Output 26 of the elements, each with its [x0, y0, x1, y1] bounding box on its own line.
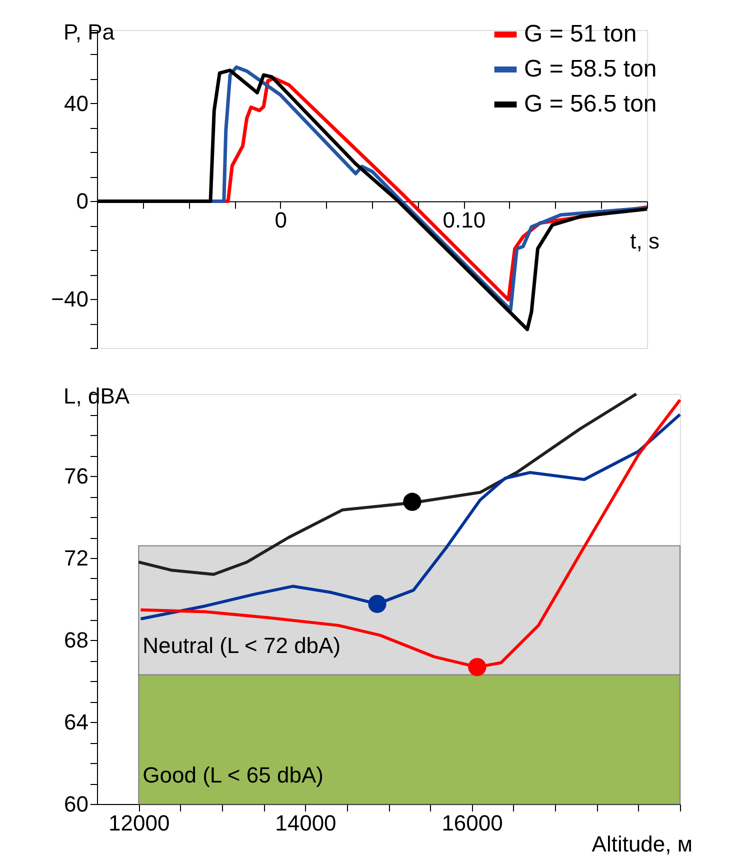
y-tick-label: 40 — [64, 90, 88, 116]
point — [468, 658, 486, 676]
y-tick-label: −40 — [51, 286, 88, 312]
y-tick-label: 0 — [76, 188, 88, 214]
band-label: Neutral (L < 72 dbA) — [142, 633, 341, 658]
point — [403, 492, 422, 511]
y-axis-title: L, dBA — [64, 384, 130, 408]
x-tick-label: 12000 — [108, 810, 170, 836]
y-tick-label: 60 — [64, 792, 88, 816]
y-axis-title: P, Pa — [64, 20, 116, 44]
band-label: Good (L < 65 dbA) — [142, 762, 324, 788]
y-tick-label: 64 — [64, 710, 88, 734]
x-tick-label: 16000 — [442, 810, 503, 836]
legend-label: G = 58.5 ton — [524, 56, 657, 82]
line-series — [139, 413, 682, 620]
line-series — [137, 392, 638, 576]
y-tick-label: 68 — [64, 628, 88, 652]
y-tick-label: 76 — [64, 464, 88, 488]
legend-label: G = 56.5 ton — [524, 90, 657, 118]
x-tick-label: 14000 — [275, 810, 336, 836]
x-axis-title: t, s — [630, 228, 660, 254]
legend-label: G = 51 ton — [524, 20, 637, 48]
x-tick-label: 0.10 — [442, 208, 486, 233]
y-tick-label: 72 — [64, 546, 88, 570]
point — [368, 594, 386, 613]
x-axis-title: Altitude, м — [592, 832, 692, 856]
